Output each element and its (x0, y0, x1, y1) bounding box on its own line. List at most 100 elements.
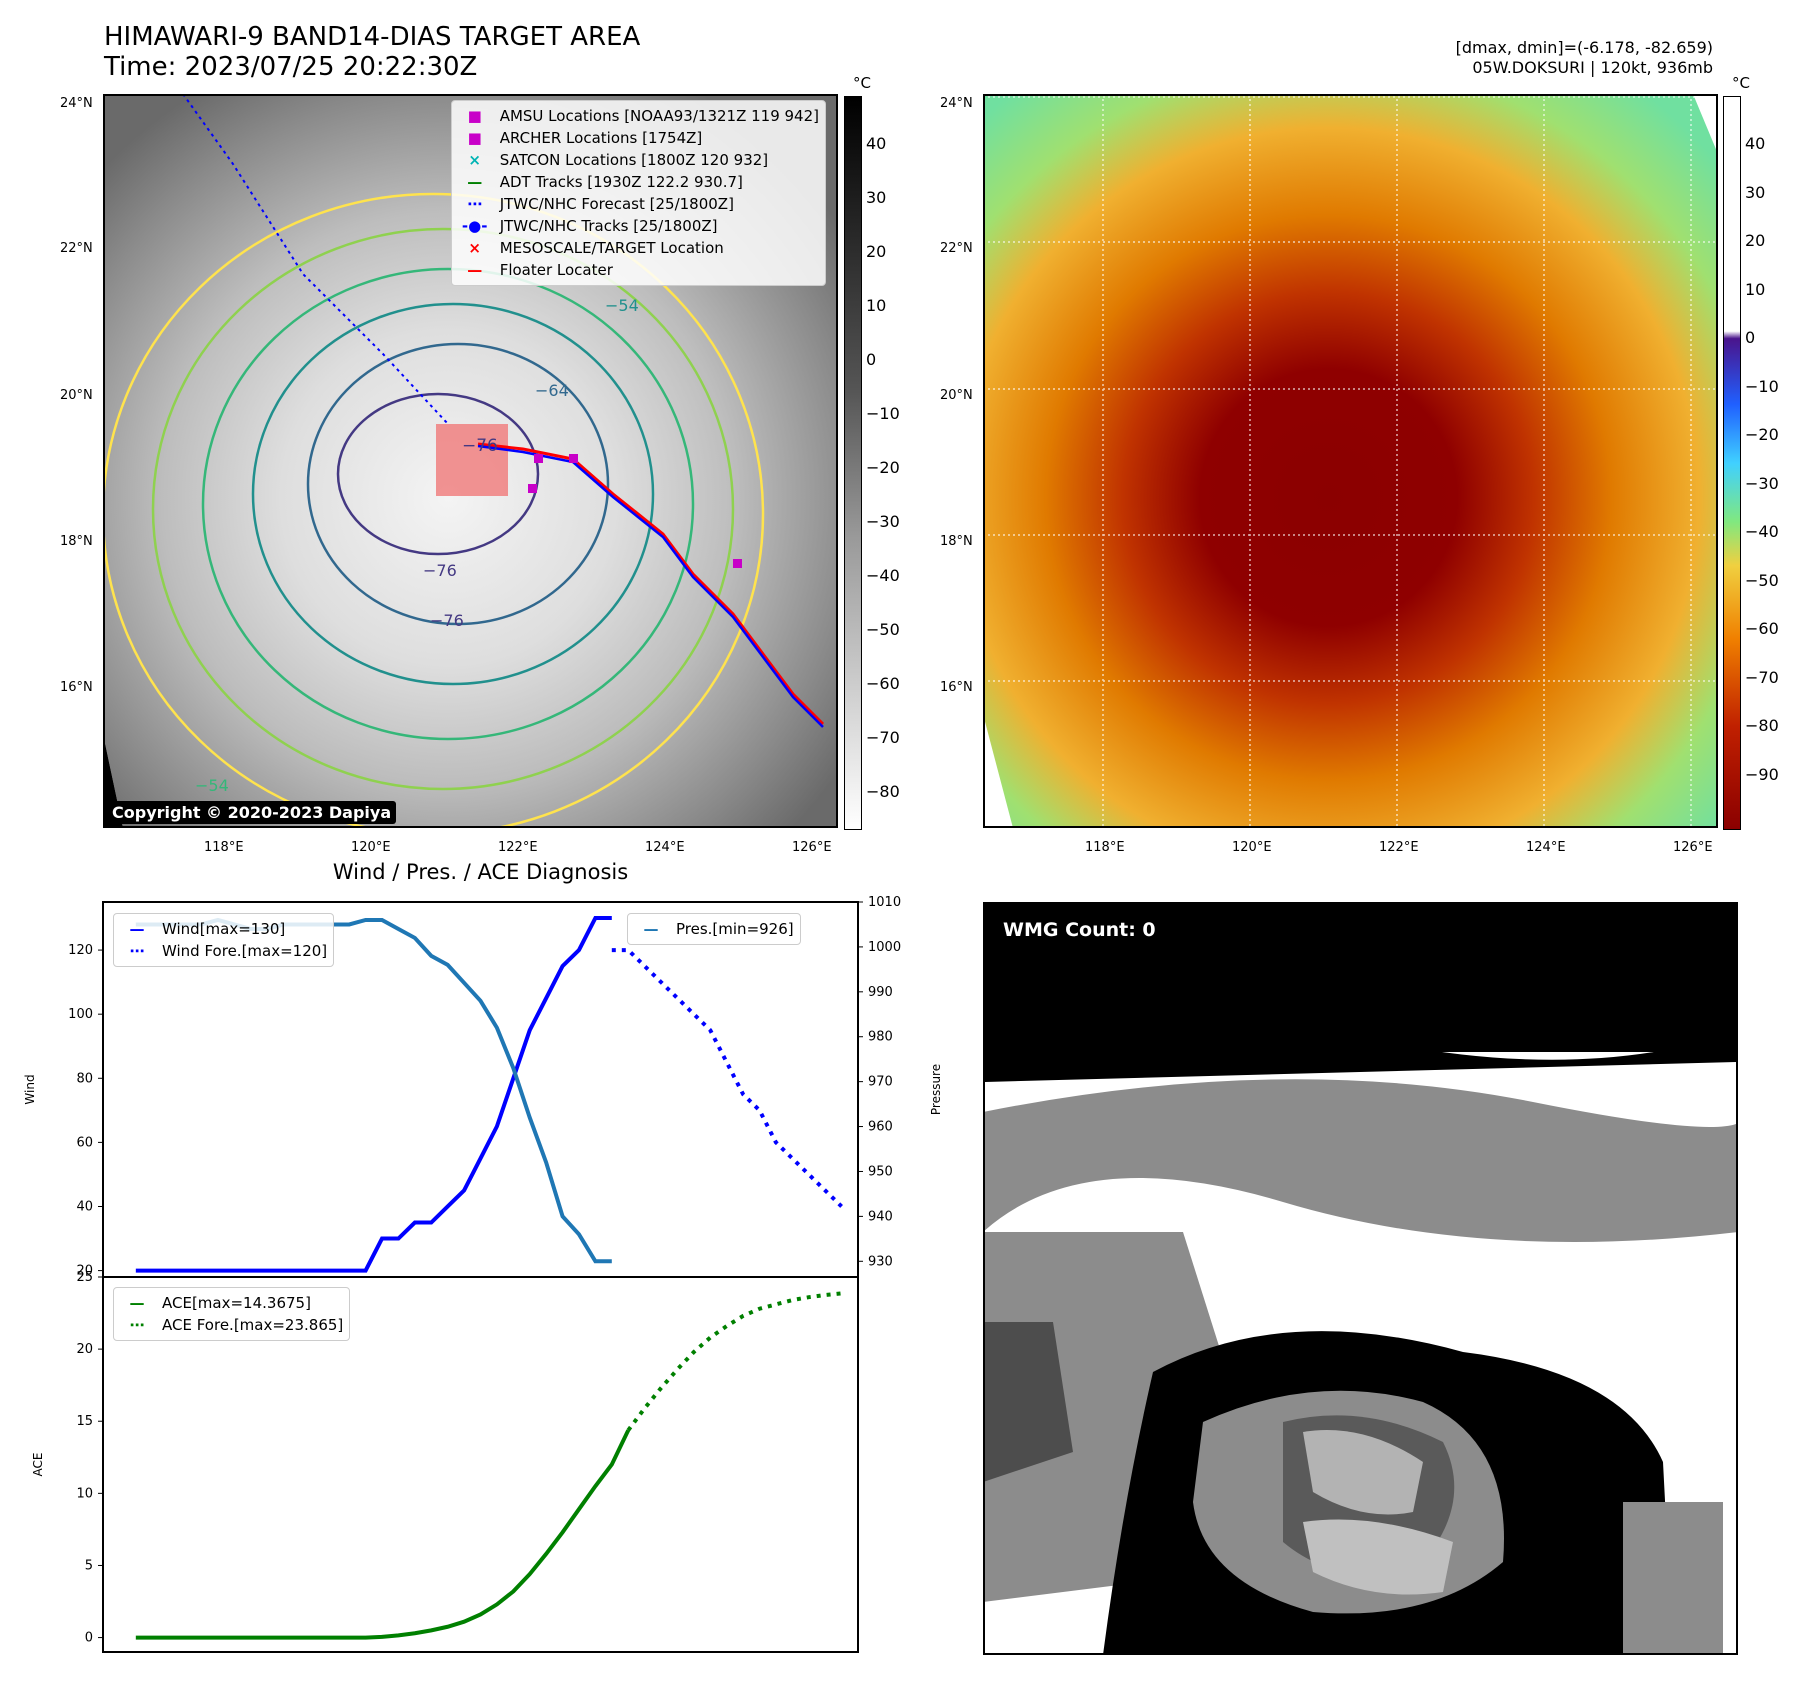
contour-label: −76 (423, 561, 457, 580)
ace-tick-label: 15 (76, 1414, 93, 1429)
wmg-panel: WMG Count: 0 (983, 902, 1738, 1655)
lon-label: 124°E (645, 840, 685, 855)
ace-tick-label: 5 (85, 1558, 93, 1573)
storm-info: [dmax, dmin]=(-6.178, -82.659) 05W.DOKSU… (1456, 38, 1713, 78)
pressure-line-icon: — (643, 920, 659, 938)
legend-item-wind: — Wind[max=130] (120, 918, 327, 940)
title-line-1: HIMAWARI-9 BAND14-DIAS TARGET AREA (104, 22, 641, 52)
ace-line (135, 1429, 631, 1640)
wmg-canvas (985, 904, 1736, 1653)
contour-label: −54 (605, 296, 639, 315)
archer-marker-icon: ■ (467, 129, 482, 147)
wind-tick-label: 120 (68, 943, 93, 958)
colorbar-tick-label: −10 (866, 404, 900, 423)
lat-label: 20°N (940, 388, 973, 403)
wind-forecast-line-icon: ⋯ (129, 942, 145, 960)
figure-title: HIMAWARI-9 BAND14-DIAS TARGET AREA Time:… (104, 22, 640, 82)
colorbar-tick-label: −50 (1745, 570, 1779, 590)
colorbar-tick-label: −80 (866, 782, 900, 801)
colorbar-tick-label: 40 (866, 134, 887, 153)
pressure-tick-label: 990 (868, 985, 893, 1000)
colorbar-tick-label: −90 (1745, 764, 1779, 784)
lat-label: 22°N (60, 241, 93, 256)
legend-item-ace: — ACE[max=14.3675] (120, 1292, 343, 1314)
legend-item-archer: ■ ARCHER Locations [1754Z] (458, 127, 819, 149)
wind-line (135, 916, 612, 1273)
colorbar-tick-label: −40 (866, 566, 900, 585)
lon-label: 118°E (204, 840, 244, 855)
legend-item-satcon: × SATCON Locations [1800Z 120 932] (458, 149, 819, 171)
ace-plot-frame (102, 1276, 859, 1653)
legend-item-ace-forecast: ⋯ ACE Fore.[max=23.865] (120, 1314, 344, 1336)
colorbar-tick-label: −30 (1745, 473, 1779, 493)
lon-label: 120°E (351, 840, 391, 855)
lat-label: 24°N (940, 96, 973, 111)
lon-label: 120°E (1232, 840, 1272, 855)
track-line-icon: -●- (461, 217, 488, 235)
colorbar-tick-label: 10 (866, 296, 887, 315)
lon-label: 124°E (1526, 840, 1566, 855)
lat-label: 16°N (60, 680, 93, 695)
wind-tick-label: 40 (76, 1199, 93, 1214)
color-ir-canvas (985, 96, 1716, 826)
ir-colorbar-unit: °C (853, 74, 871, 92)
pressure-axis-label: Pressure (929, 1064, 943, 1115)
lat-label: 22°N (940, 241, 973, 256)
contour-label: −76 (462, 436, 498, 456)
colorbar-tick-label: −30 (866, 512, 900, 531)
wind-axis-label: Wind (23, 1074, 37, 1104)
colorbar-tick-label: 20 (866, 242, 887, 261)
target-marker-icon: × (468, 239, 481, 257)
adt-line-icon: — (467, 173, 483, 191)
wind-tick-label: 60 (76, 1135, 93, 1150)
amsu-marker-icon: ■ (467, 107, 482, 125)
pressure-tick-label: 950 (868, 1164, 893, 1179)
pressure-tick-label: 970 (868, 1075, 893, 1090)
ir-contour-map: −54 −64 −76 −76 −76 −54 ■ AMSU Locations … (103, 94, 838, 828)
legend-item-jtwc-tracks: -●- JTWC/NHC Tracks [25/1800Z] (458, 215, 819, 237)
color-ir-map (983, 94, 1718, 828)
diagnosis-chart: 2040608010012093094095096097098099010001… (23, 895, 943, 1653)
lat-label: 20°N (60, 388, 93, 403)
colorbar-tick-label: −40 (1745, 522, 1779, 541)
contour-label: −64 (535, 381, 569, 400)
ace-tick-label: 20 (76, 1342, 93, 1357)
lon-label: 118°E (1085, 840, 1125, 855)
lat-label: 24°N (60, 96, 93, 111)
legend-item-floater: — Floater Locater (458, 259, 819, 281)
colorbar-tick-label: 20 (1745, 231, 1766, 250)
wind-tick-label: 20 (76, 1264, 93, 1279)
storm-summary-text: 05W.DOKSURI | 120kt, 936mb (1472, 58, 1713, 77)
colorbar-tick-label: 0 (1745, 328, 1756, 347)
color-colorbar-unit: °C (1732, 74, 1750, 92)
wind-tick-label: 80 (76, 1071, 93, 1086)
lat-label: 18°N (60, 534, 93, 549)
legend-item-amsu: ■ AMSU Locations [NOAA93/1321Z 119 942] (458, 105, 819, 127)
wind-tick-label: 100 (68, 1007, 93, 1022)
colorbar-tick-label: −50 (866, 620, 900, 639)
ace-axis-label: ACE (31, 1453, 45, 1477)
ir-colorbar-ticks: 40 30 20 10 0 −10 −20 −30 −40 −50 −60 −70 −80 (866, 96, 906, 828)
colorbar-tick-label: 30 (1745, 182, 1766, 202)
satcon-marker-icon: × (468, 151, 481, 169)
contour-label: −76 (430, 611, 464, 630)
ir-colorbar (844, 96, 862, 830)
legend-item-adt: — ADT Tracks [1930Z 122.2 930.7] (458, 171, 819, 193)
legend-item-wind-forecast: ⋯ Wind Fore.[max=120] (120, 940, 328, 962)
wind-legend: — Wind[max=130] ⋯ Wind Fore.[max=120] (113, 913, 335, 967)
pressure-tick-label: 960 (868, 1120, 893, 1135)
lon-label: 126°E (792, 840, 832, 855)
wind-forecast-line (611, 948, 843, 1208)
lat-label: 16°N (940, 680, 973, 695)
color-colorbar-ticks: 40 30 20 10 0 −10 −20 −30 −40 −50 −60 −70 −80 −90 (1745, 96, 1795, 828)
colorbar-tick-label: −60 (1745, 619, 1779, 638)
ace-tick-label: 10 (76, 1486, 93, 1501)
colorbar-tick-label: 10 (1745, 279, 1766, 299)
colorbar-tick-label: −20 (1745, 425, 1779, 444)
ace-tick-label: 25 (76, 1270, 93, 1285)
copyright-label: Copyright © 2020-2023 Dapiya (107, 801, 397, 824)
colorbar-tick-label: −70 (866, 728, 900, 747)
pressure-legend: — Pres.[min=926] (627, 913, 801, 945)
ace-forecast-line (626, 1291, 842, 1432)
ace-forecast-line-icon: ⋯ (129, 1316, 145, 1334)
